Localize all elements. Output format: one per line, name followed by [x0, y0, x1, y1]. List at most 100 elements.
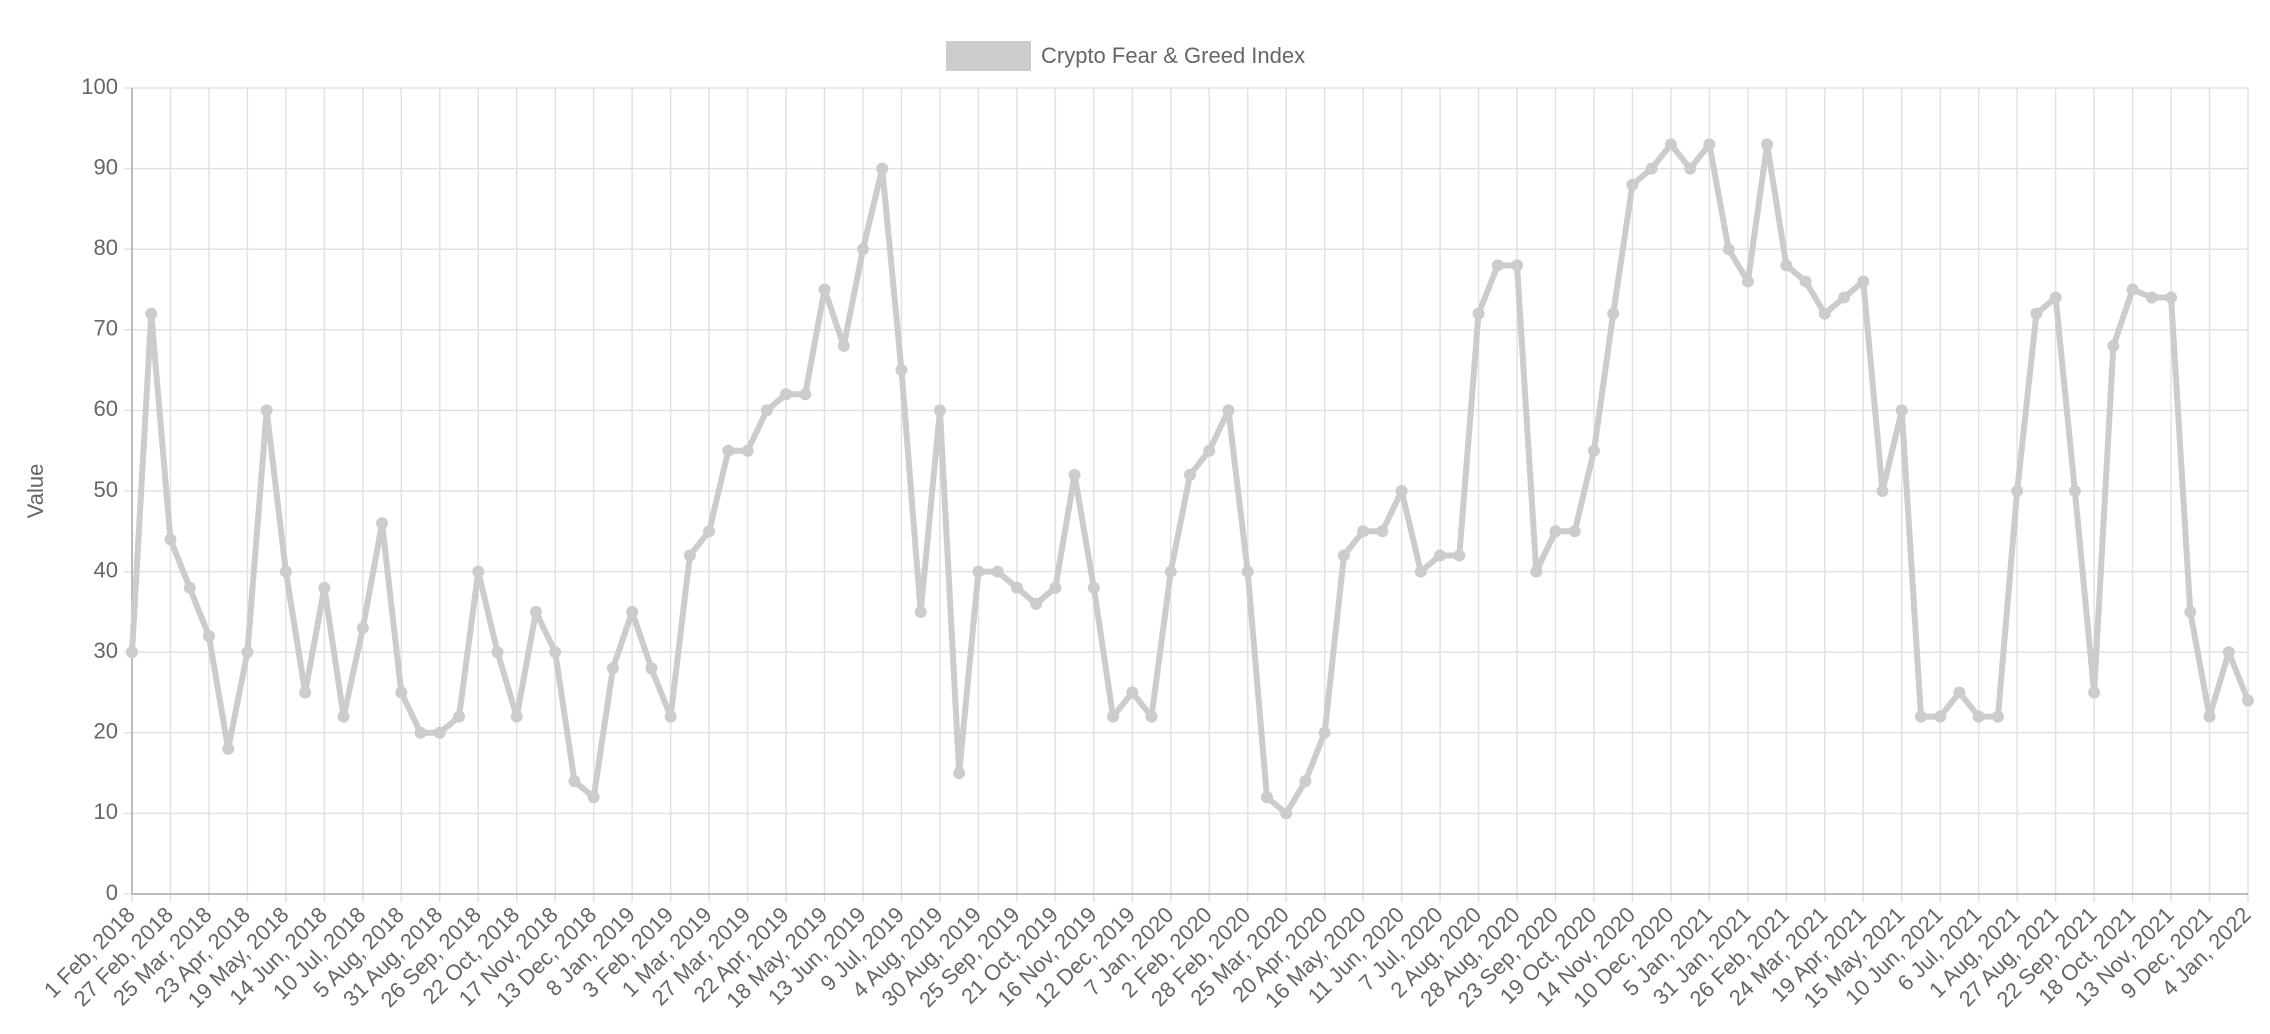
data-point [1414, 565, 1427, 578]
data-point [453, 710, 466, 723]
y-tick-label: 50 [94, 477, 118, 502]
data-point [1587, 444, 1600, 457]
data-point [953, 767, 966, 780]
data-point [1049, 581, 1062, 594]
data-point [164, 533, 177, 546]
data-point [1530, 565, 1543, 578]
data-point [1934, 710, 1947, 723]
data-point [1107, 710, 1120, 723]
data-point [2145, 291, 2158, 304]
data-point [1818, 307, 1831, 320]
data-point [1607, 307, 1620, 320]
data-point [760, 404, 773, 417]
data-point [664, 710, 677, 723]
data-point [1337, 549, 1350, 562]
data-point [491, 646, 504, 659]
legend-label: Crypto Fear & Greed Index [1041, 43, 1305, 68]
data-point [1241, 565, 1254, 578]
data-point [2203, 710, 2216, 723]
data-point [1010, 581, 1023, 594]
data-point [1568, 525, 1581, 538]
data-point [337, 710, 350, 723]
data-point [1991, 710, 2004, 723]
data-point [1087, 581, 1100, 594]
data-point [703, 525, 716, 538]
data-point [1761, 138, 1774, 151]
data-point [1549, 525, 1562, 538]
data-point [2068, 485, 2081, 497]
data-point [1145, 710, 1158, 723]
y-tick-label: 80 [94, 235, 118, 260]
data-point [683, 549, 696, 562]
data-point [1645, 162, 1658, 175]
data-point [1838, 291, 1851, 304]
data-point [2184, 605, 2197, 618]
data-point [414, 726, 427, 739]
data-point [2165, 291, 2178, 304]
data-point [260, 404, 273, 417]
data-point [2049, 291, 2062, 304]
data-point [1068, 468, 1081, 481]
data-point [1953, 686, 1966, 699]
data-point [472, 565, 485, 578]
data-point [1434, 549, 1447, 562]
data-point [241, 646, 254, 659]
data-point [318, 581, 331, 594]
data-point [1472, 307, 1485, 320]
data-point [1318, 726, 1331, 739]
data-point [1914, 710, 1927, 723]
data-point [1511, 259, 1524, 272]
data-point [799, 388, 812, 401]
data-point [1030, 597, 1043, 610]
data-point [1203, 444, 1216, 457]
data-point [1780, 259, 1793, 272]
data-point [279, 565, 292, 578]
data-point [2107, 339, 2120, 352]
data-point [2126, 283, 2139, 296]
data-point [2030, 307, 2043, 320]
legend-swatch [946, 41, 1031, 71]
data-point [2088, 686, 2101, 699]
data-point [914, 605, 927, 618]
y-tick-label: 0 [106, 880, 118, 905]
y-tick-label: 90 [94, 154, 118, 179]
data-point [126, 646, 138, 659]
data-point [549, 646, 562, 659]
data-point [1876, 485, 1889, 497]
data-point [2011, 485, 2024, 497]
data-point [1741, 275, 1754, 288]
y-tick-label: 40 [94, 557, 118, 582]
data-point [1664, 138, 1677, 151]
data-point [1684, 162, 1697, 175]
y-tick-label: 60 [94, 396, 118, 421]
data-point [1722, 243, 1735, 256]
data-point [395, 686, 408, 699]
y-tick-label: 10 [94, 799, 118, 824]
data-point [1376, 525, 1389, 538]
data-point [1799, 275, 1812, 288]
data-point [1126, 686, 1139, 699]
data-point [356, 622, 369, 635]
data-point [587, 791, 600, 804]
data-point [1260, 791, 1273, 804]
data-point [722, 444, 735, 457]
data-point [818, 283, 831, 296]
data-point [202, 630, 215, 643]
data-point [837, 339, 850, 352]
data-point [1164, 565, 1177, 578]
data-point [2222, 646, 2235, 659]
data-point [876, 162, 889, 175]
y-tick-label: 100 [81, 74, 118, 99]
data-point [1184, 468, 1196, 481]
data-point [222, 742, 235, 755]
data-point [1703, 138, 1716, 151]
y-tick-label: 30 [94, 638, 118, 663]
data-point [1453, 549, 1466, 562]
data-point [741, 444, 754, 457]
data-point [433, 726, 446, 739]
data-point [626, 605, 639, 618]
y-tick-label: 20 [94, 719, 118, 744]
data-point [972, 565, 985, 578]
data-point [568, 775, 581, 788]
data-point [1280, 807, 1293, 820]
